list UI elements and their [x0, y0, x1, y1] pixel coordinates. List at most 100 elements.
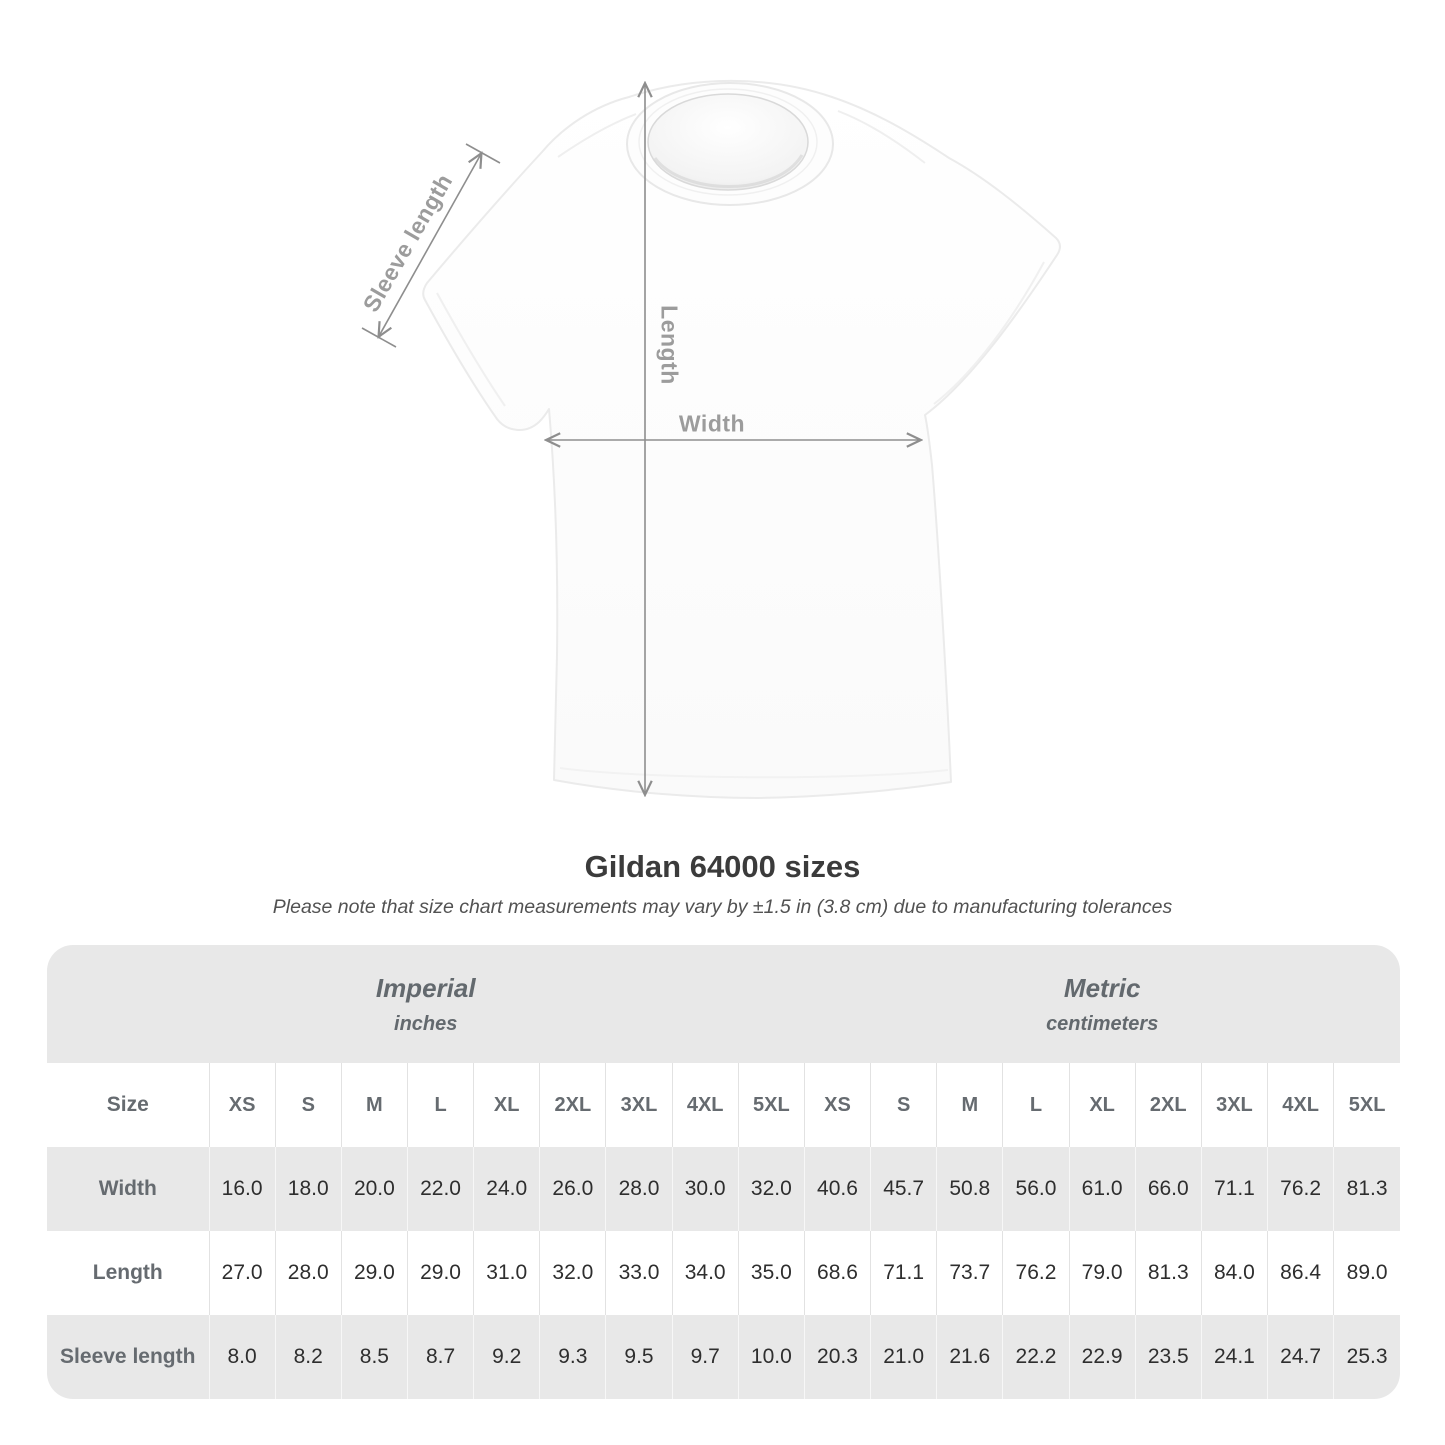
cell: 9.3: [539, 1315, 606, 1399]
size-col-header: M: [936, 1063, 1003, 1147]
cell: 79.0: [1068, 1231, 1136, 1315]
cell: 50.8: [936, 1147, 1003, 1231]
cell: 9.5: [605, 1315, 673, 1399]
imperial-header: Imperial inches: [47, 945, 805, 1063]
cell: 22.2: [1002, 1315, 1070, 1399]
metric-header: Metric centimeters: [804, 945, 1400, 1063]
size-col-header: 4XL: [1266, 1063, 1334, 1147]
row-label: Sleeve length: [60, 1345, 196, 1368]
cell: 71.1: [870, 1231, 937, 1315]
cell: 20.3: [803, 1315, 871, 1399]
tshirt-measurement-diagram: Sleeve length Length Width: [358, 79, 1061, 799]
cell: 9.7: [671, 1315, 739, 1399]
cell: 71.1: [1200, 1147, 1268, 1231]
cell: 40.6: [803, 1147, 871, 1231]
row-label: Length: [92, 1261, 163, 1284]
cell: 24.7: [1266, 1315, 1334, 1399]
cell: 26.0: [539, 1147, 606, 1231]
size-col-header: XS: [208, 1063, 276, 1147]
cell: 32.0: [737, 1147, 805, 1231]
cell: 28.0: [605, 1147, 673, 1231]
cell: 73.7: [936, 1231, 1003, 1315]
cell: 30.0: [671, 1147, 739, 1231]
cell: 45.7: [870, 1147, 937, 1231]
cell: 61.0: [1068, 1147, 1136, 1231]
size-header-row: Size XS S M L XL 2XL 3XL 4XL 5XL XS S M …: [47, 1063, 1400, 1147]
cell: 16.0: [208, 1147, 276, 1231]
cell: 29.0: [340, 1231, 408, 1315]
cell: 8.2: [274, 1315, 342, 1399]
size-col-header: 3XL: [605, 1063, 673, 1147]
corner-label: Size: [106, 1093, 149, 1116]
cell: 25.3: [1333, 1315, 1400, 1399]
cell: 33.0: [605, 1231, 673, 1315]
cell: 76.2: [1266, 1147, 1334, 1231]
cell: 29.0: [406, 1231, 474, 1315]
cell: 28.0: [274, 1231, 342, 1315]
size-col-header: 2XL: [539, 1063, 606, 1147]
cell: 27.0: [208, 1231, 276, 1315]
table-row-sleeve-length: Sleeve length 8.0 8.2 8.5 8.7 9.2 9.3 9.…: [47, 1315, 1400, 1399]
size-col-header: XS: [803, 1063, 871, 1147]
size-col-header: 4XL: [671, 1063, 739, 1147]
cell: 9.2: [473, 1315, 540, 1399]
cell: 89.0: [1333, 1231, 1400, 1315]
size-table: Imperial inches Metric centimeters Size …: [47, 945, 1400, 1399]
size-col-header: L: [1002, 1063, 1070, 1147]
table-row-length: Length 27.0 28.0 29.0 29.0 31.0 32.0 33.…: [47, 1231, 1400, 1315]
cell: 81.3: [1333, 1147, 1400, 1231]
size-col-header: 2XL: [1134, 1063, 1202, 1147]
cell: 81.3: [1134, 1231, 1202, 1315]
size-col-header: XL: [1068, 1063, 1136, 1147]
size-col-header: S: [274, 1063, 342, 1147]
cell: 68.6: [803, 1231, 871, 1315]
size-col-header: S: [870, 1063, 937, 1147]
cell: 22.9: [1068, 1315, 1136, 1399]
imperial-title: Imperial: [375, 972, 476, 1003]
cell: 20.0: [340, 1147, 408, 1231]
cell: 31.0: [473, 1231, 540, 1315]
size-col-header: 5XL: [737, 1063, 805, 1147]
size-col-header: XL: [473, 1063, 540, 1147]
size-col-header: 5XL: [1333, 1063, 1400, 1147]
row-label: Width: [98, 1177, 157, 1200]
size-col-header: L: [406, 1063, 474, 1147]
tshirt-collar: [626, 82, 834, 206]
metric-title: Metric: [1063, 972, 1141, 1003]
tolerance-note: Please note that size chart measurements…: [272, 896, 1173, 918]
cell: 24.0: [473, 1147, 540, 1231]
metric-unit: centimeters: [1046, 1012, 1159, 1035]
cell: 8.7: [406, 1315, 474, 1399]
page-title: Gildan 64000 sizes: [584, 849, 861, 884]
cell: 32.0: [539, 1231, 606, 1315]
tshirt-illustration: [361, 79, 1061, 799]
cell: 22.0: [406, 1147, 474, 1231]
length-label: Length: [656, 305, 683, 385]
cell: 66.0: [1134, 1147, 1202, 1231]
cell: 35.0: [737, 1231, 805, 1315]
cell: 18.0: [274, 1147, 342, 1231]
cell: 34.0: [671, 1231, 739, 1315]
cell: 8.0: [208, 1315, 276, 1399]
imperial-unit: inches: [394, 1012, 458, 1035]
cell: 56.0: [1002, 1147, 1070, 1231]
cell: 84.0: [1200, 1231, 1268, 1315]
table-row-width: Width 16.0 18.0 20.0 22.0 24.0 26.0 28.0…: [47, 1147, 1400, 1231]
cell: 76.2: [1002, 1231, 1070, 1315]
cell: 23.5: [1134, 1315, 1202, 1399]
measurement-arrows: [361, 84, 920, 794]
size-col-header: 3XL: [1200, 1063, 1268, 1147]
size-col-header: M: [340, 1063, 408, 1147]
unit-header-row: Imperial inches Metric centimeters: [47, 945, 1400, 1063]
cell: 86.4: [1266, 1231, 1334, 1315]
sleeve-length-arrow: [379, 154, 481, 336]
sleeve-arrow-end-tick: [465, 143, 501, 164]
width-label: Width: [678, 410, 746, 437]
cell: 21.6: [936, 1315, 1003, 1399]
sleeve-arrow-start-tick: [361, 327, 397, 348]
cell: 8.5: [340, 1315, 408, 1399]
cell: 24.1: [1200, 1315, 1268, 1399]
cell: 10.0: [737, 1315, 805, 1399]
cell: 21.0: [870, 1315, 937, 1399]
